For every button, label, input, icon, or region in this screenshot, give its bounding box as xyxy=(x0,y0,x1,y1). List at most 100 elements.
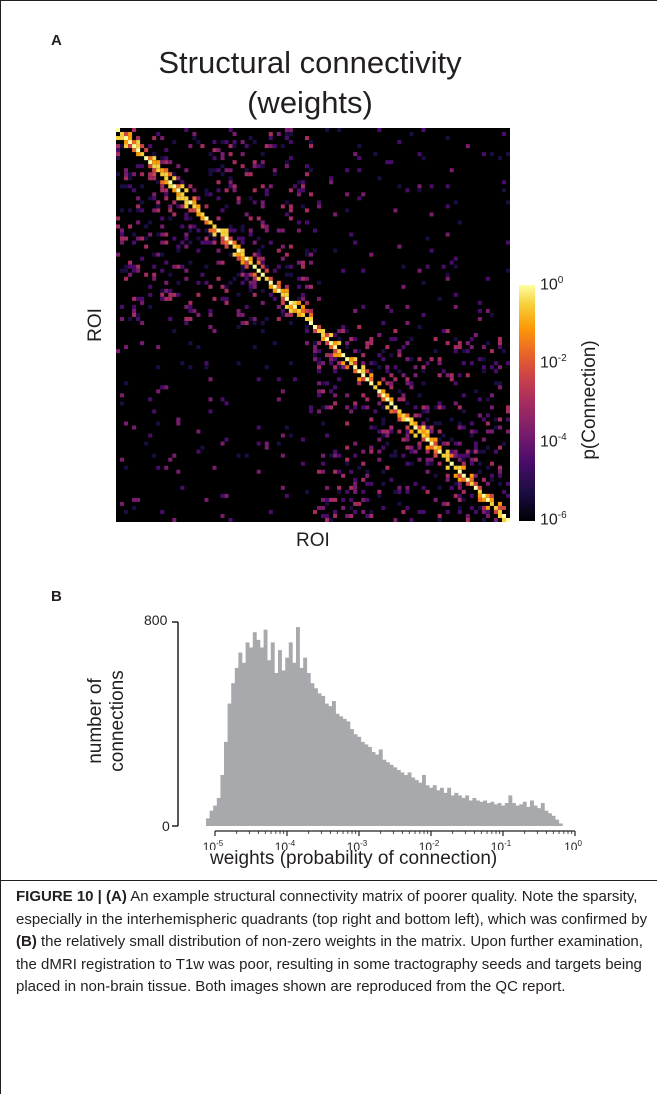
histogram-bar xyxy=(206,818,210,826)
matrix-cell xyxy=(156,345,161,350)
matrix-cell xyxy=(148,292,153,297)
matrix-cell xyxy=(413,365,418,370)
matrix-cell xyxy=(337,128,342,133)
matrix-cell xyxy=(421,409,426,414)
matrix-cell xyxy=(224,493,229,498)
matrix-cell xyxy=(308,308,313,313)
matrix-cell xyxy=(313,357,318,362)
matrix-cell xyxy=(369,377,374,382)
matrix-cell xyxy=(473,473,478,478)
matrix-cell xyxy=(445,232,450,237)
matrix-cell xyxy=(341,325,346,330)
matrix-cell xyxy=(308,409,313,414)
matrix-cell xyxy=(497,481,502,486)
matrix-cell xyxy=(361,497,366,502)
matrix-cell xyxy=(457,469,462,474)
matrix-cell xyxy=(152,168,157,173)
matrix-cell xyxy=(148,172,153,177)
matrix-cell xyxy=(180,224,185,229)
matrix-cell xyxy=(152,136,157,141)
matrix-cell xyxy=(304,489,309,494)
matrix-cell xyxy=(248,172,253,177)
matrix-cell xyxy=(473,429,478,434)
matrix-cell xyxy=(333,497,338,502)
matrix-cell xyxy=(477,300,482,305)
matrix-cell xyxy=(501,517,506,522)
matrix-cell xyxy=(300,264,305,269)
matrix-cell xyxy=(481,493,486,498)
matrix-cell xyxy=(377,389,382,394)
matrix-cell xyxy=(248,284,253,289)
matrix-cell xyxy=(276,288,281,293)
matrix-cell xyxy=(136,268,141,273)
matrix-cell xyxy=(232,276,237,281)
matrix-cell xyxy=(280,244,285,249)
histogram-bar xyxy=(350,729,354,826)
matrix-cell xyxy=(457,509,462,514)
matrix-cell xyxy=(361,373,366,378)
matrix-cell xyxy=(248,288,253,293)
histogram-bar xyxy=(256,639,261,826)
matrix-cell xyxy=(337,377,342,382)
matrix-cell xyxy=(284,284,289,289)
matrix-cell xyxy=(244,168,249,173)
matrix-cell xyxy=(497,425,502,430)
matrix-cell xyxy=(116,172,121,177)
matrix-cell xyxy=(405,188,410,193)
matrix-cell xyxy=(445,276,450,281)
histogram-bar xyxy=(285,657,290,826)
matrix-cell xyxy=(325,485,330,490)
matrix-cell xyxy=(377,333,382,338)
matrix-cell xyxy=(353,485,358,490)
matrix-cell xyxy=(345,489,350,494)
matrix-cell xyxy=(128,132,133,137)
matrix-cell xyxy=(120,232,125,237)
matrix-cell xyxy=(300,276,305,281)
matrix-cell xyxy=(313,228,318,233)
matrix-cell xyxy=(417,325,422,330)
matrix-cell xyxy=(429,212,434,217)
matrix-cell xyxy=(361,393,366,398)
matrix-cell xyxy=(317,341,322,346)
matrix-cell xyxy=(413,413,418,418)
matrix-cell xyxy=(357,349,362,354)
matrix-cell xyxy=(469,505,474,510)
matrix-cell xyxy=(465,341,470,346)
matrix-cell xyxy=(156,252,161,257)
matrix-cell xyxy=(216,276,221,281)
matrix-cell xyxy=(288,204,293,209)
matrix-cell xyxy=(469,457,474,462)
matrix-cell xyxy=(276,397,281,402)
matrix-cell xyxy=(196,204,201,209)
matrix-cell xyxy=(389,385,394,390)
matrix-cell xyxy=(132,240,137,245)
matrix-cell xyxy=(200,445,205,450)
matrix-cell xyxy=(256,276,261,281)
matrix-cell xyxy=(497,445,502,450)
matrix-cell xyxy=(481,152,486,157)
matrix-cell xyxy=(192,136,197,141)
matrix-cell xyxy=(389,353,394,358)
matrix-cell xyxy=(349,361,354,366)
matrix-cell xyxy=(445,373,450,378)
matrix-cell xyxy=(429,425,434,430)
matrix-cell xyxy=(457,405,462,410)
matrix-cell xyxy=(349,232,354,237)
matrix-cell xyxy=(369,445,374,450)
matrix-cell xyxy=(345,357,350,362)
matrix-cell xyxy=(501,132,506,137)
matrix-cell xyxy=(385,345,390,350)
histogram-bar xyxy=(274,673,279,826)
matrix-cell xyxy=(321,461,326,466)
matrix-cell xyxy=(196,212,201,217)
matrix-cell xyxy=(240,280,245,285)
matrix-cell xyxy=(345,513,350,518)
matrix-cell xyxy=(425,457,430,462)
matrix-cell xyxy=(284,288,289,293)
matrix-cell xyxy=(485,493,490,498)
matrix-cell xyxy=(212,228,217,233)
histogram-bar xyxy=(440,787,444,826)
matrix-cell xyxy=(296,296,301,301)
matrix-cell xyxy=(180,180,185,185)
matrix-cell xyxy=(188,200,193,205)
